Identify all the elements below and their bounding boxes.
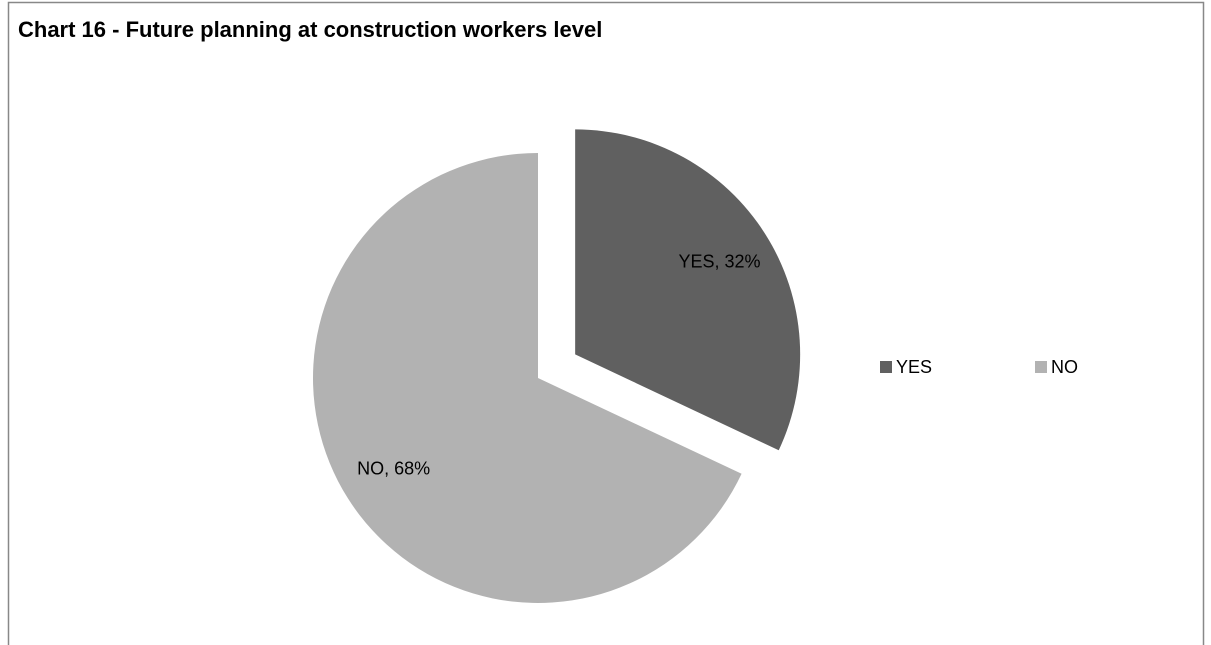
- legend-swatch: [880, 361, 892, 373]
- data-label: YES, 32%: [679, 252, 761, 272]
- data-label: NO, 68%: [357, 458, 430, 478]
- legend-swatch: [1035, 361, 1047, 373]
- pie-slice: [312, 153, 742, 603]
- legend-label: YES: [896, 357, 932, 377]
- pie-slice: [575, 129, 801, 451]
- chart-frame: [7, 1, 1205, 645]
- chart-title: Chart 16 - Future planning at constructi…: [18, 17, 602, 42]
- legend-label: NO: [1051, 357, 1078, 377]
